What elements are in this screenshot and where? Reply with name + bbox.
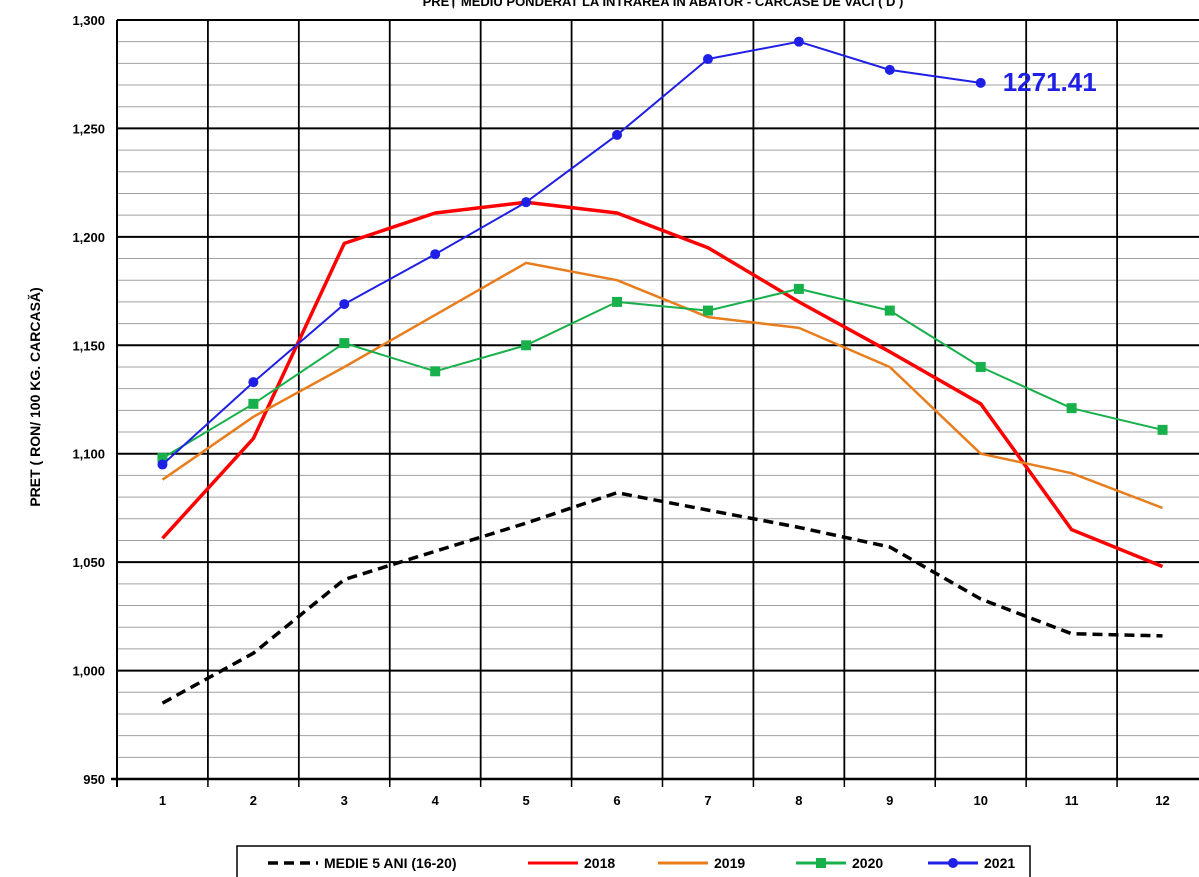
legend: MEDIE 5 ANI (16-20) 2018 2019 2020 2021 [236,845,1031,877]
series-point [612,129,623,140]
x-tick-label: 7 [704,793,711,808]
series-point [612,296,623,307]
series-point [975,361,986,372]
y-tick-label: 1,300 [72,13,105,28]
series-line-5 [161,40,981,466]
legend-label: MEDIE 5 ANI (16-20) [324,855,457,871]
x-tick-label: 12 [1155,793,1169,808]
y-tick-label: 1,200 [72,230,105,245]
legend-label: 2019 [714,855,745,871]
series-point [884,64,895,75]
series-line-1 [161,490,1163,705]
legend-label: 2018 [584,855,615,871]
series-layer [157,36,1168,705]
series-point [339,338,350,349]
series-line-2 [161,200,1164,569]
x-tick-label: 3 [341,793,348,808]
series-point [975,77,986,88]
series-point [521,340,532,351]
axes [111,20,1199,787]
series-point [521,197,532,208]
x-tick-label: 2 [250,793,257,808]
x-tick-labels: 1 2 3 4 5 6 7 8 9 10 11 12 [159,793,1170,808]
x-tick-label: 6 [613,793,620,808]
y-tick-label: 950 [83,772,105,787]
series-point [339,299,350,310]
series-point [1157,424,1168,435]
legend-label: 2021 [984,855,1015,871]
y-tick-label: 1,250 [72,121,105,136]
minor-gridlines [117,41,1199,758]
series-point [702,305,713,316]
y-tick-label: 1,150 [72,338,105,353]
series-point [1066,403,1077,414]
series-point [793,36,804,47]
x-tick-label: 8 [795,793,802,808]
y-tick-label: 1,050 [72,555,105,570]
legend-marker [948,858,958,868]
series-point [884,305,895,316]
legend-box [236,845,1031,877]
series-point [430,366,441,377]
y-tick-label: 1,000 [72,664,105,679]
x-tick-label: 5 [523,793,530,808]
legend-marker [816,858,826,868]
x-tick-label: 11 [1065,793,1079,808]
x-tick-label: 4 [432,793,440,808]
x-tick-label: 9 [886,793,893,808]
x-tick-label: 1 [159,793,166,808]
x-tick-label: 10 [973,793,987,808]
series-point [157,459,168,470]
data-annotation: 1271.41 [1003,67,1097,97]
series-point [702,54,713,65]
series-line-4 [161,287,1163,459]
series-point [248,377,259,388]
annotation-layer: 1271.41 [1003,67,1097,97]
y-axis-label: PRET ( RON/ 100 KG. CARCASĂ) [27,287,43,506]
series-point [248,398,259,409]
series-line-3 [161,261,1163,510]
series-point [430,249,441,260]
legend-label: 2020 [852,855,883,871]
major-gridlines [117,19,1199,780]
series-point [793,283,804,294]
y-tick-labels: 950 1,000 1,050 1,100 1,150 1,200 1,250 1,300 [72,13,105,787]
y-tick-label: 1,100 [72,447,105,462]
chart-title: PREȚ MEDIU PONDERAT LA INTRAREA IN ABATO… [423,0,904,9]
series-point [157,453,168,464]
